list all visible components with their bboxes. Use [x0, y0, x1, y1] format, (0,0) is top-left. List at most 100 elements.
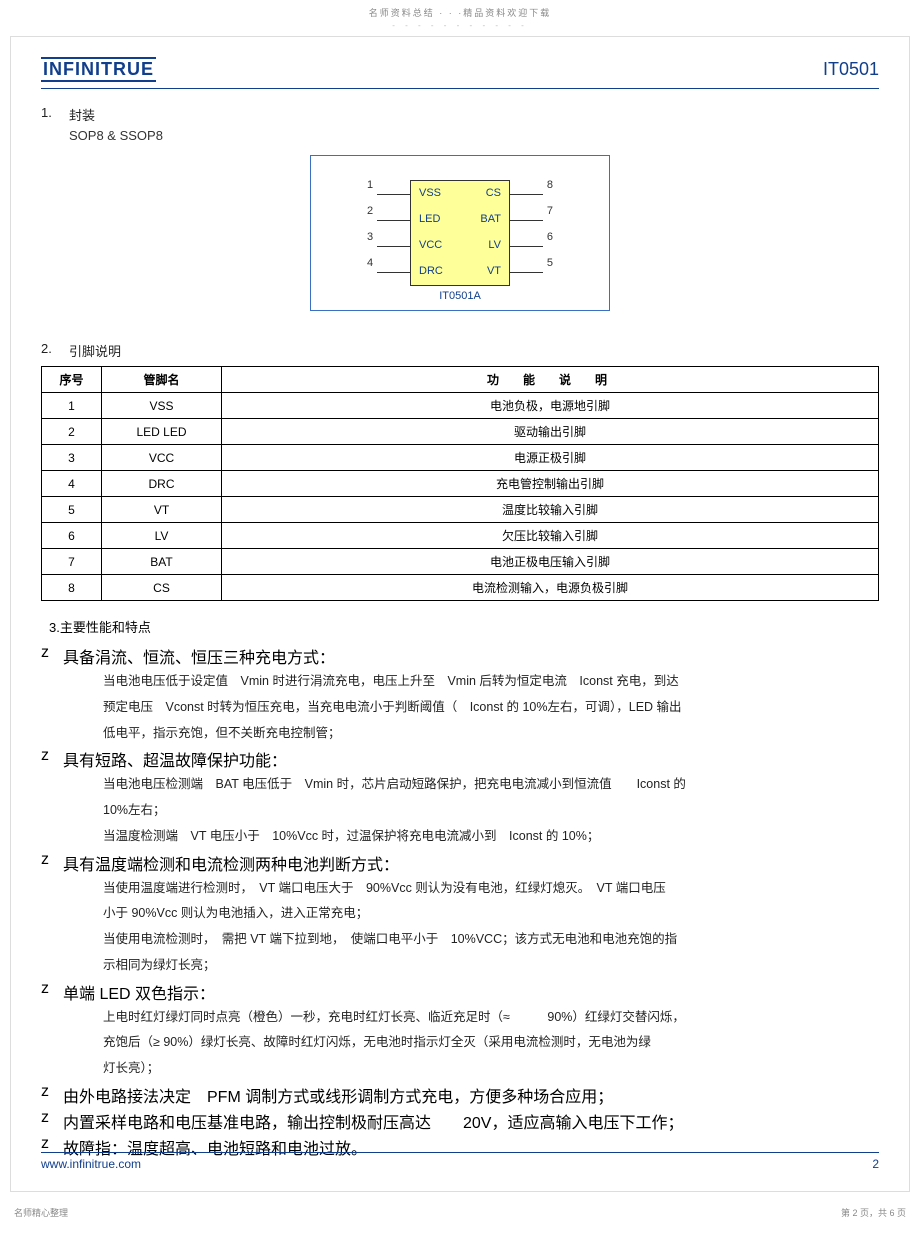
- feature-head: 单端 LED 双色指示：: [63, 980, 879, 1004]
- header-rule: [41, 88, 879, 89]
- bullet: z: [41, 980, 63, 1004]
- chip-name: IT0501A: [395, 286, 525, 304]
- feature-item: z具备涓流、恒流、恒压三种充电方式：: [41, 644, 879, 668]
- section-2-heading: 2. 引脚说明: [41, 341, 879, 360]
- pin-number: 6: [547, 231, 553, 243]
- feature-line: 当使用电流检测时， 需把 VT 端下拉到地， 使端口电平小于 10%VCC；该方…: [41, 928, 879, 952]
- feature-line: 当电池电压低于设定值 Vmin 时进行涓流充电，电压上升至 Vmin 后转为恒定…: [41, 670, 879, 694]
- bottom-left: 名师精心整理: [14, 1206, 68, 1219]
- table-cell: VCC: [102, 445, 222, 471]
- pin-number: 2: [367, 205, 373, 217]
- table-cell: 5: [42, 497, 102, 523]
- pin-label: LED: [419, 213, 440, 225]
- table-cell: CS: [102, 575, 222, 601]
- part-number: IT0501: [823, 59, 879, 80]
- pin-number: 7: [547, 205, 553, 217]
- pin-lead: [509, 220, 543, 221]
- top-header: 名师资料总结 · · ·精品资料欢迎下载: [0, 0, 920, 21]
- footer-page: 2: [872, 1157, 879, 1171]
- section-2-number: 2.: [41, 341, 69, 360]
- table-row: 4DRC充电管控制输出引脚: [42, 471, 879, 497]
- pin-label: VT: [487, 265, 501, 277]
- feature-item: z由外电路接法决定 PFM 调制方式或线形调制方式充电，方便多种场合应用；: [41, 1083, 879, 1107]
- feature-item: z具有温度端检测和电流检测两种电池判断方式：: [41, 851, 879, 875]
- feature-head: 内置采样电路和电压基准电路，输出控制极耐压高达 20V，适应高输入电压下工作；: [63, 1109, 879, 1133]
- pin-lead: [509, 246, 543, 247]
- pin-number: 1: [367, 179, 373, 191]
- section-1-number: 1.: [41, 105, 69, 124]
- th-name: 管脚名: [102, 367, 222, 393]
- table-cell: LED LED: [102, 419, 222, 445]
- table-row: 2LED LED驱动输出引脚: [42, 419, 879, 445]
- table-cell: 7: [42, 549, 102, 575]
- table-header-row: 序号 管脚名 功 能 说 明: [42, 367, 879, 393]
- th-desc: 功 能 说 明: [222, 367, 879, 393]
- pin-number: 8: [547, 179, 553, 191]
- bullet: z: [41, 1083, 63, 1107]
- table-cell: 驱动输出引脚: [222, 419, 879, 445]
- feature-line: 上电时红灯绿灯同时点亮（橙色）一秒，充电时红灯长亮、临近充足时（≈ 90%）红绿…: [41, 1006, 879, 1030]
- bullet: z: [41, 1109, 63, 1133]
- table-row: 6LV欠压比较输入引脚: [42, 523, 879, 549]
- pin-lead: [377, 194, 411, 195]
- chip-body: 1 VSS CS 8 2 LED BAT 7 3: [410, 180, 510, 286]
- feature-head: 具备涓流、恒流、恒压三种充电方式：: [63, 644, 879, 668]
- table-cell: LV: [102, 523, 222, 549]
- pin-row: 4 DRC VT 5: [411, 259, 509, 285]
- table-cell: 2: [42, 419, 102, 445]
- feature-line: 10%左右；: [41, 799, 879, 823]
- chip-diagram-frame: 1 VSS CS 8 2 LED BAT 7 3: [310, 155, 610, 311]
- feature-line: 小于 90%Vcc 则认为电池插入，进入正常充电；: [41, 902, 879, 926]
- bottom-bar: 名师精心整理 第 2 页，共 6 页: [0, 1202, 920, 1229]
- feature-item: z单端 LED 双色指示：: [41, 980, 879, 1004]
- feature-line: 充饱后（≥ 90%）绿灯长亮、故障时红灯闪烁，无电池时指示灯全灭（采用电流检测时…: [41, 1031, 879, 1055]
- pin-lead: [377, 220, 411, 221]
- feature-line: 低电平，指示充饱，但不关断充电控制管；: [41, 722, 879, 746]
- footer-url: www.infinitrue.com: [41, 1157, 141, 1171]
- table-cell: 电池负极，电源地引脚: [222, 393, 879, 419]
- table-cell: 6: [42, 523, 102, 549]
- table-cell: 电源正极引脚: [222, 445, 879, 471]
- table-cell: 充电管控制输出引脚: [222, 471, 879, 497]
- pin-table: 序号 管脚名 功 能 说 明 1VSS电池负极，电源地引脚2LED LED驱动输…: [41, 366, 879, 601]
- table-cell: BAT: [102, 549, 222, 575]
- section-2-title: 引脚说明: [69, 341, 121, 360]
- table-cell: VSS: [102, 393, 222, 419]
- pin-label: LV: [488, 239, 501, 251]
- feature-line: 当温度检测端 VT 电压小于 10%Vcc 时，过温保护将充电电流减小到 Ico…: [41, 825, 879, 849]
- table-row: 5VT温度比较输入引脚: [42, 497, 879, 523]
- table-row: 3VCC电源正极引脚: [42, 445, 879, 471]
- section-1-heading: 1. 封装: [41, 105, 879, 124]
- feature-head: 由外电路接法决定 PFM 调制方式或线形调制方式充电，方便多种场合应用；: [63, 1083, 879, 1107]
- feature-item: z具有短路、超温故障保护功能：: [41, 747, 879, 771]
- bullet: z: [41, 851, 63, 875]
- bullet: z: [41, 644, 63, 668]
- feature-item: z内置采样电路和电压基准电路，输出控制极耐压高达 20V，适应高输入电压下工作；: [41, 1109, 879, 1133]
- pin-number: 3: [367, 231, 373, 243]
- pin-lead: [509, 272, 543, 273]
- section-1-title: 封装: [69, 105, 95, 124]
- section-3-title: 3.主要性能和特点: [41, 617, 879, 636]
- pin-lead: [377, 272, 411, 273]
- feature-line: 预定电压 Vconst 时转为恒压充电，当充电电流小于判断阈值（ Iconst …: [41, 696, 879, 720]
- pin-label: DRC: [419, 265, 443, 277]
- pin-label: VCC: [419, 239, 442, 251]
- table-cell: 电流检测输入，电源负极引脚: [222, 575, 879, 601]
- pin-number: 5: [547, 257, 553, 269]
- pin-row: 1 VSS CS 8: [411, 181, 509, 207]
- table-cell: 3: [42, 445, 102, 471]
- table-cell: 8: [42, 575, 102, 601]
- table-cell: DRC: [102, 471, 222, 497]
- table-row: 7BAT电池正极电压输入引脚: [42, 549, 879, 575]
- feature-head: 具有温度端检测和电流检测两种电池判断方式：: [63, 851, 879, 875]
- pin-label: BAT: [480, 213, 501, 225]
- pin-lead: [377, 246, 411, 247]
- section-1-subtitle: SOP8 & SSOP8: [69, 128, 879, 143]
- feature-line: 示相同为绿灯长亮；: [41, 954, 879, 978]
- pin-label: CS: [486, 187, 501, 199]
- pin-lead: [509, 194, 543, 195]
- top-dots: - - - - - - - - - - -: [0, 21, 920, 36]
- pin-row: 3 VCC LV 6: [411, 233, 509, 259]
- table-cell: VT: [102, 497, 222, 523]
- th-seq: 序号: [42, 367, 102, 393]
